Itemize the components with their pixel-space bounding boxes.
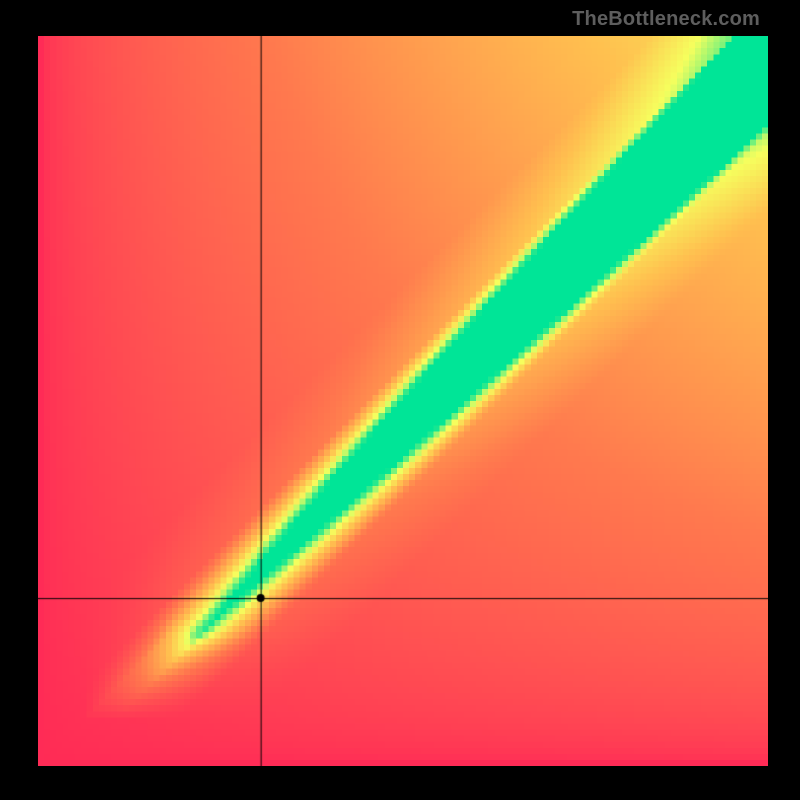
crosshair-overlay [38,36,768,766]
watermark-text: TheBottleneck.com [572,8,760,31]
image-root: TheBottleneck.com [0,0,800,800]
